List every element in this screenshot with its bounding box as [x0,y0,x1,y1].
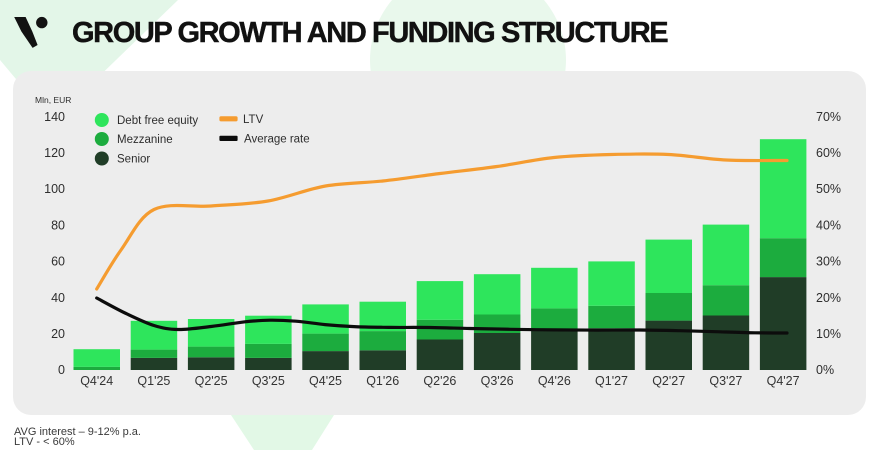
svg-text:Q1'27: Q1'27 [595,374,628,388]
svg-text:Debt free equity: Debt free equity [117,115,198,127]
svg-text:30%: 30% [816,255,841,269]
svg-text:70%: 70% [816,110,841,124]
svg-text:100: 100 [44,182,65,196]
svg-text:Q1'26: Q1'26 [366,374,399,388]
svg-text:Senior: Senior [117,154,150,166]
svg-text:80: 80 [51,218,65,232]
svg-text:Q2'27: Q2'27 [652,374,685,388]
svg-text:Q3'27: Q3'27 [709,374,742,388]
svg-text:Q4'26: Q4'26 [538,374,571,388]
svg-text:0: 0 [58,363,65,377]
svg-text:Q2'25: Q2'25 [195,374,228,388]
svg-text:140: 140 [44,110,65,124]
svg-text:LTV: LTV [243,114,264,126]
svg-text:0%: 0% [816,363,834,377]
svg-text:Q4'27: Q4'27 [767,374,800,388]
svg-text:Q3'25: Q3'25 [252,374,285,388]
svg-text:Mezzanine: Mezzanine [117,134,173,146]
svg-text:Q4'25: Q4'25 [309,374,342,388]
svg-text:50%: 50% [816,182,841,196]
svg-text:20%: 20% [816,291,841,305]
svg-text:60%: 60% [816,146,841,160]
svg-text:60: 60 [51,255,65,269]
svg-text:120: 120 [44,146,65,160]
svg-text:40: 40 [51,291,65,305]
svg-text:Average rate: Average rate [244,134,310,146]
svg-text:Q1'25: Q1'25 [137,374,170,388]
svg-text:Q4'24: Q4'24 [80,374,113,388]
svg-text:Q2'26: Q2'26 [423,374,456,388]
svg-text:40%: 40% [816,218,841,232]
svg-text:Q3'26: Q3'26 [481,374,514,388]
svg-text:10%: 10% [816,327,841,341]
svg-text:20: 20 [51,327,65,341]
svg-text:Mln, EUR: Mln, EUR [35,95,71,105]
